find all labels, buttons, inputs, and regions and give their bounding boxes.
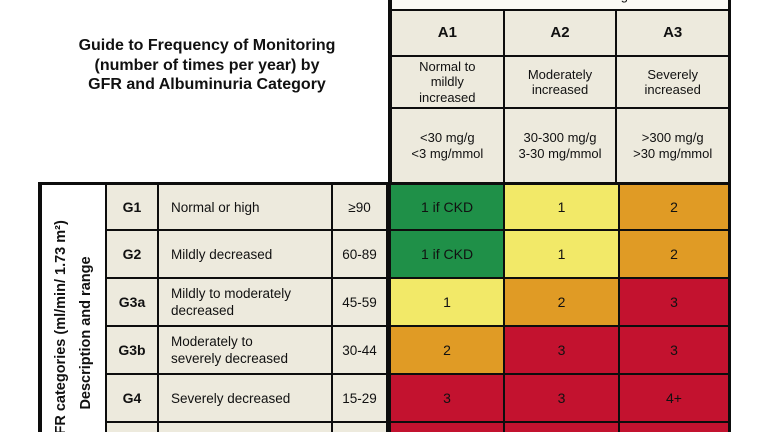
albuminuria-desc-A2: Moderately increased <box>505 57 618 107</box>
gfr-code-g2: G2 <box>107 231 159 279</box>
gfr-frequency-table: GFR categories (ml/min/ 1.73 m²) Descrip… <box>38 182 731 432</box>
albuminuria-range-A1: <30 mg/g <3 mg/mmol <box>392 109 505 182</box>
albuminuria-code-A2: A2 <box>505 11 618 55</box>
albuminuria-range-A2: 30-300 mg/g 3-30 mg/mmol <box>505 109 618 182</box>
figure-title: Guide to Frequency of Monitoring (number… <box>78 37 336 93</box>
albuminuria-desc-A1: Normal to mildly increased <box>392 57 505 107</box>
gfr-code-g4: G4 <box>107 375 159 423</box>
matrix-cell-clipped-a2 <box>505 423 620 432</box>
matrix-cell-g2-a1: 1 if CKD <box>388 231 505 279</box>
matrix-cell-g3a-a3: 3 <box>620 279 728 327</box>
albuminuria-code-row: A1 A2 A3 <box>392 11 728 57</box>
gfr-desc-g4: Severely decreased <box>159 375 333 423</box>
gfr-range-g3b: 30-44 <box>333 327 388 375</box>
matrix-cell-g3b-a3: 3 <box>620 327 728 375</box>
albuminuria-code-A3: A3 <box>663 24 683 42</box>
matrix-cell-g1-a1: 1 if CKD <box>388 185 505 231</box>
gfr-desc-g3a: Mildly to moderately decreased <box>159 279 333 327</box>
gfr-axis-cell: GFR categories (ml/min/ 1.73 m²) Descrip… <box>42 185 107 432</box>
matrix-cell-g2-a2: 1 <box>505 231 620 279</box>
gfr-range-g1: ≥90 <box>333 185 388 231</box>
matrix-cell-g2-a3: 2 <box>620 231 728 279</box>
albuminuria-desc-A3: Severely increased <box>644 66 701 98</box>
albuminuria-code-A1: A1 <box>392 11 505 55</box>
matrix-cell-g4-a2: 3 <box>505 375 620 423</box>
gfr-code-g3a: G3a <box>107 279 159 327</box>
matrix-cell-g3a-a2: 2 <box>505 279 620 327</box>
matrix-cell-g3b-a1: 2 <box>388 327 505 375</box>
gfr-desc-g1: Normal or high <box>159 185 333 231</box>
matrix-cell-g1-a3: 2 <box>620 185 728 231</box>
albuminuria-description-row: Normal to mildly increased Moderately in… <box>392 57 728 109</box>
matrix-cell-clipped-a3 <box>620 423 728 432</box>
clipped-albuminuria-title-row: Persistent albuminuria categories <box>392 0 728 11</box>
albuminuria-range-row: <30 mg/g <3 mg/mmol 30-300 mg/g 3-30 mg/… <box>392 109 728 182</box>
matrix-cell-g3a-a1: 1 <box>388 279 505 327</box>
gfr-range-g2: 60-89 <box>333 231 388 279</box>
gfr-range-g4: 15-29 <box>333 375 388 423</box>
gfr-code-g3b: G3b <box>107 327 159 375</box>
matrix-cell-g4-a1: 3 <box>388 375 505 423</box>
albuminuria-header-table: Persistent albuminuria categories A1 A2 … <box>388 0 731 182</box>
matrix-cell-g1-a2: 1 <box>505 185 620 231</box>
albuminuria-range-A3: >300 mg/g >30 mg/mmol <box>633 130 713 161</box>
gfr-desc-g2: Mildly decreased <box>159 231 333 279</box>
matrix-cell-g3b-a2: 3 <box>505 327 620 375</box>
gfr-desc-clipped <box>159 423 333 432</box>
gfr-range-clipped <box>333 423 388 432</box>
gfr-code-g1: G1 <box>107 185 159 231</box>
gfr-code-clipped <box>107 423 159 432</box>
gfr-axis-label: GFR categories (ml/min/ 1.73 m²) Descrip… <box>53 220 94 432</box>
matrix-cell-clipped-a1 <box>388 423 505 432</box>
gfr-desc-g3b: Moderately to severely decreased <box>159 327 333 375</box>
gfr-range-g3a: 45-59 <box>333 279 388 327</box>
clipped-albuminuria-title: Persistent albuminuria categories <box>392 0 728 3</box>
matrix-cell-g4-a3: 4+ <box>620 375 728 423</box>
